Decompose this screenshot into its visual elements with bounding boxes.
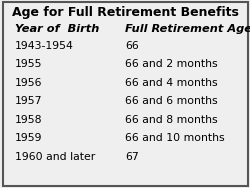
Text: Year of  Birth: Year of Birth xyxy=(15,24,100,34)
Text: Age for Full Retirement Benefits: Age for Full Retirement Benefits xyxy=(12,6,238,19)
Text: 66 and 2 months: 66 and 2 months xyxy=(125,59,218,70)
Text: 66 and 10 months: 66 and 10 months xyxy=(125,133,224,143)
Text: 1955: 1955 xyxy=(15,59,42,70)
Text: 67: 67 xyxy=(125,152,139,162)
Text: 1956: 1956 xyxy=(15,78,42,88)
Text: 66: 66 xyxy=(125,41,139,51)
Text: 66 and 4 months: 66 and 4 months xyxy=(125,78,218,88)
Text: 1958: 1958 xyxy=(15,115,42,125)
Text: 1957: 1957 xyxy=(15,96,42,106)
Text: 1943-1954: 1943-1954 xyxy=(15,41,74,51)
Text: Full Retirement Age: Full Retirement Age xyxy=(125,24,250,34)
Text: 1960 and later: 1960 and later xyxy=(15,152,95,162)
Text: 66 and 6 months: 66 and 6 months xyxy=(125,96,218,106)
FancyBboxPatch shape xyxy=(2,2,248,186)
Text: 66 and 8 months: 66 and 8 months xyxy=(125,115,218,125)
Text: 1959: 1959 xyxy=(15,133,42,143)
